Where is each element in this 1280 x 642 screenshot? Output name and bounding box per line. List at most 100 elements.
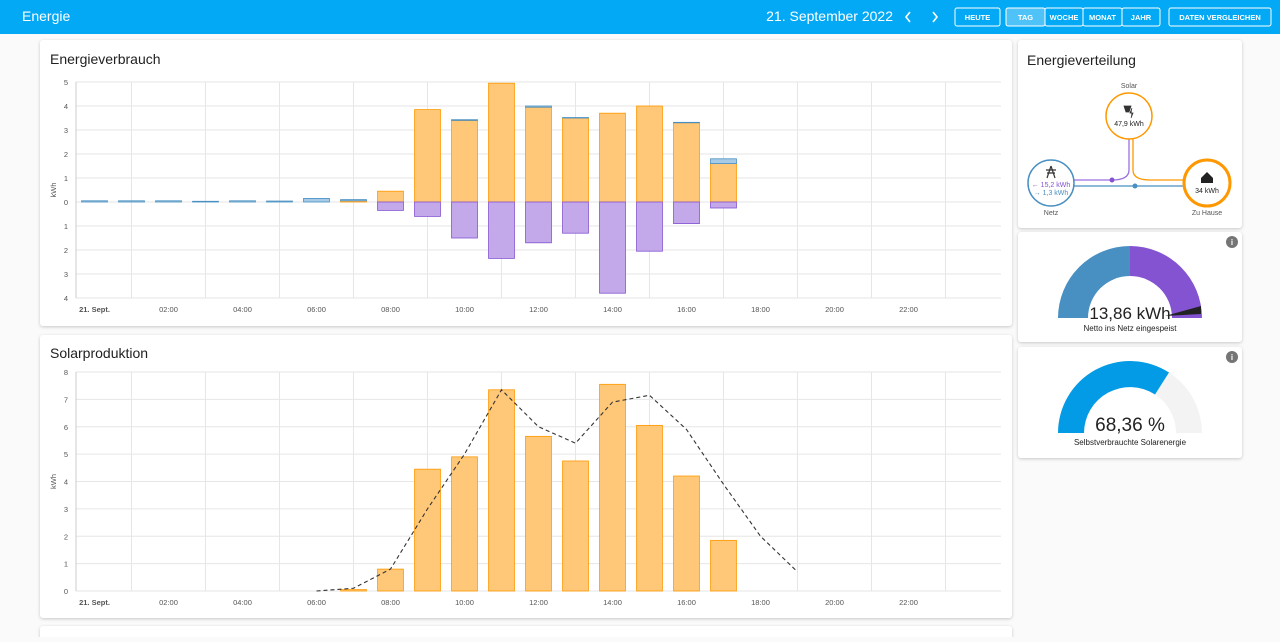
bar: [674, 202, 700, 224]
node-label: Zu Hause: [1192, 210, 1222, 217]
node-label: Solar: [1121, 83, 1138, 90]
bar: [637, 106, 663, 202]
bar: [193, 201, 219, 202]
bar: [563, 202, 589, 233]
y-tick-label: 4: [64, 478, 68, 487]
chart-title: Energieverbrauch: [50, 51, 161, 67]
y-tick-label: 3: [64, 505, 68, 514]
bar: [119, 201, 145, 202]
x-tick-label: 02:00: [159, 305, 178, 314]
flow-dot: [1110, 178, 1115, 183]
gauge-value: 68,36 %: [1095, 415, 1165, 436]
bar: [341, 200, 367, 201]
info-icon-glyph: i: [1231, 353, 1233, 362]
bar: [489, 390, 515, 591]
node-value: 47,9 kWh: [1114, 121, 1144, 128]
bar: [526, 202, 552, 243]
bar: [526, 106, 552, 107]
y-tick-label: 0: [64, 587, 68, 596]
x-tick-label: 16:00: [677, 598, 696, 607]
bar: [415, 469, 441, 591]
bar: [711, 540, 737, 591]
y-tick-label: 2: [64, 150, 68, 159]
header-button-label: DATEN VERGLEICHEN: [1179, 13, 1261, 22]
date: 21. September 2022: [766, 8, 893, 24]
x-tick-label: 12:00: [529, 598, 548, 607]
y-tick-label: 8: [64, 368, 68, 377]
y-tick-label: 5: [64, 450, 68, 459]
node-value: → 1,3 kWh: [1034, 190, 1069, 197]
bar: [563, 118, 589, 202]
y-tick-label: 4: [64, 102, 68, 111]
header-button-label: JAHR: [1131, 13, 1152, 22]
x-tick-label: 12:00: [529, 305, 548, 314]
x-tick-label: 16:00: [677, 305, 696, 314]
y-tick-label: 2: [64, 532, 68, 541]
x-tick-label: 06:00: [307, 598, 326, 607]
bar: [489, 83, 515, 202]
header-button-label: MONAT: [1089, 13, 1116, 22]
x-tick-label: 10:00: [455, 598, 474, 607]
bar: [452, 120, 478, 121]
card-title: Energieverteilung: [1027, 52, 1136, 68]
y-tick-label: 1: [64, 560, 68, 569]
bar: [230, 201, 256, 202]
app-header: [0, 0, 1280, 34]
bar: [637, 202, 663, 251]
info-icon-glyph: i: [1231, 238, 1233, 247]
bar: [674, 476, 700, 591]
bar: [637, 425, 663, 591]
chart-title: Solarproduktion: [50, 345, 148, 361]
y-tick-label: 3: [64, 270, 68, 279]
y-tick-label: 4: [64, 294, 68, 303]
y-tick-label: 6: [64, 423, 68, 432]
y-tick-label: 0: [64, 198, 68, 207]
bar: [600, 113, 626, 202]
x-tick-label: 06:00: [307, 305, 326, 314]
gauge-label: Netto ins Netz eingespeist: [1084, 324, 1178, 333]
x-tick-label: 18:00: [751, 598, 770, 607]
bar: [526, 107, 552, 202]
x-tick-label: 22:00: [899, 598, 918, 607]
y-axis-label: kWh: [49, 474, 58, 489]
x-tick-label: 14:00: [603, 598, 622, 607]
x-tick-label: 20:00: [825, 598, 844, 607]
bar: [600, 202, 626, 293]
bar: [563, 461, 589, 591]
y-tick-label: 7: [64, 395, 68, 404]
node-value: ← 15,2 kWh: [1032, 182, 1071, 189]
bar: [711, 159, 737, 164]
x-tick-label: 04:00: [233, 305, 252, 314]
bar: [674, 123, 700, 202]
bar: [600, 384, 626, 591]
x-tick-label: 14:00: [603, 305, 622, 314]
y-tick-label: 1: [64, 222, 68, 231]
x-tick-label: 08:00: [381, 598, 400, 607]
x-tick-label: 21. Sept.: [79, 598, 110, 607]
bar: [415, 110, 441, 202]
x-tick-label: 21. Sept.: [79, 305, 110, 314]
bar: [341, 590, 367, 591]
x-tick-label: 22:00: [899, 305, 918, 314]
y-tick-label: 2: [64, 246, 68, 255]
bar: [452, 457, 478, 591]
bar: [304, 198, 330, 202]
x-tick-label: 18:00: [751, 305, 770, 314]
bar: [156, 201, 182, 202]
node-value: 34 kWh: [1195, 188, 1219, 195]
y-tick-label: 3: [64, 126, 68, 135]
x-tick-label: 08:00: [381, 305, 400, 314]
bar: [378, 191, 404, 202]
bar: [711, 202, 737, 208]
header-button-label: TAG: [1018, 13, 1033, 22]
bar: [452, 120, 478, 202]
bar: [526, 436, 552, 591]
header-button-label: WOCHE: [1050, 13, 1079, 22]
bar: [489, 202, 515, 258]
y-axis-label: kWh: [49, 183, 58, 198]
solar-node[interactable]: [1106, 93, 1152, 139]
x-tick-label: 20:00: [825, 305, 844, 314]
x-tick-label: 04:00: [233, 598, 252, 607]
node-label: Netz: [1044, 210, 1059, 217]
bar: [711, 164, 737, 202]
